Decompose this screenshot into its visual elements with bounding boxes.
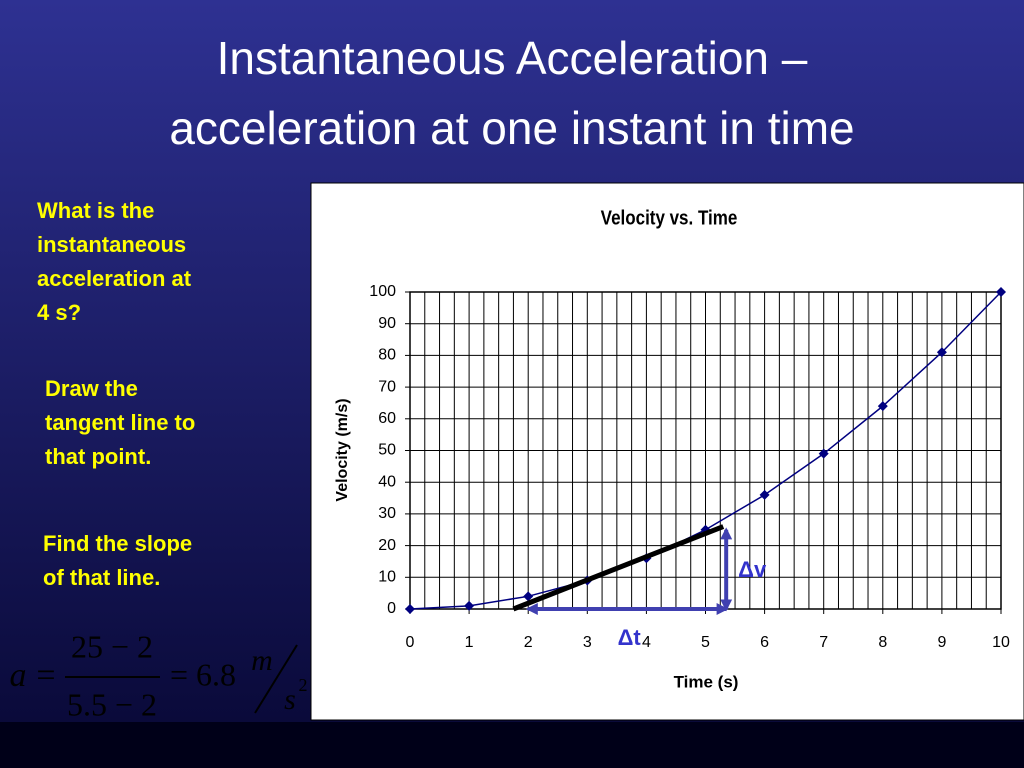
body-text: What is the [37,198,154,223]
data-point [818,448,829,459]
formula-text: 2 [299,675,308,695]
y-tick-label: 10 [378,569,396,586]
slide-title: Instantaneous Acceleration – [217,32,808,84]
chart-frame [310,182,1024,721]
x-tick-label: 9 [937,634,946,651]
data-point [936,347,947,358]
body-text: Find the slope [43,531,192,556]
y-tick-label: 90 [378,315,396,332]
body-text: that point. [45,444,151,469]
content: Instantaneous Acceleration – acceleration… [10,32,1011,722]
formula-text: a [10,657,27,694]
data-point [877,401,888,412]
x-tick-label: 8 [878,634,887,651]
slide-title: acceleration at one instant in time [169,102,854,154]
y-tick-label: 70 [378,378,396,395]
y-tick-label: 0 [387,600,396,617]
formula-text: 5.5 − 2 [67,686,157,722]
body-text: of that line. [43,565,160,590]
y-tick-label: 60 [378,410,396,427]
chart-title: Velocity vs. Time [601,206,738,229]
data-point [464,600,475,611]
x-tick-label: 6 [760,634,769,651]
x-tick-label: 2 [524,634,533,651]
y-tick-label: 50 [378,442,396,459]
y-tick-label: 40 [378,473,396,490]
formula-text: m [251,644,273,677]
body-text: instantaneous [37,232,186,257]
body-text: 4 s? [37,300,81,325]
formula-text: s [284,683,296,716]
formula-text: 25 − 2 [71,628,153,664]
data-point [405,604,415,614]
delta-label: Δv [738,557,767,582]
x-tick-label: 1 [465,634,474,651]
x-tick-label: 0 [406,634,415,651]
x-tick-label: 3 [583,634,592,651]
y-tick-label: 100 [369,283,396,300]
data-point [523,591,534,602]
formula-text: = [36,657,55,694]
tangent-line [512,524,725,612]
data-point [759,489,770,500]
x-tick-label: 7 [819,634,828,651]
body-text: tangent line to [45,410,195,435]
y-tick-label: 30 [378,505,396,522]
footer-band [0,722,1024,768]
x-axis-label: Time (s) [674,672,739,691]
body-text: Draw the [45,376,138,401]
data-point [996,287,1006,297]
y-tick-label: 20 [378,537,396,554]
formula-text: = 6.8 [170,656,236,692]
fraction-slash [254,644,298,714]
x-tick-label: 5 [701,634,710,651]
y-axis-label: Velocity (m/s) [334,398,351,501]
x-tick-label: 4 [642,634,651,651]
x-tick-label: 10 [992,634,1010,651]
y-tick-label: 80 [378,347,396,364]
delta-label: Δt [618,625,642,650]
body-text: acceleration at [37,266,192,291]
